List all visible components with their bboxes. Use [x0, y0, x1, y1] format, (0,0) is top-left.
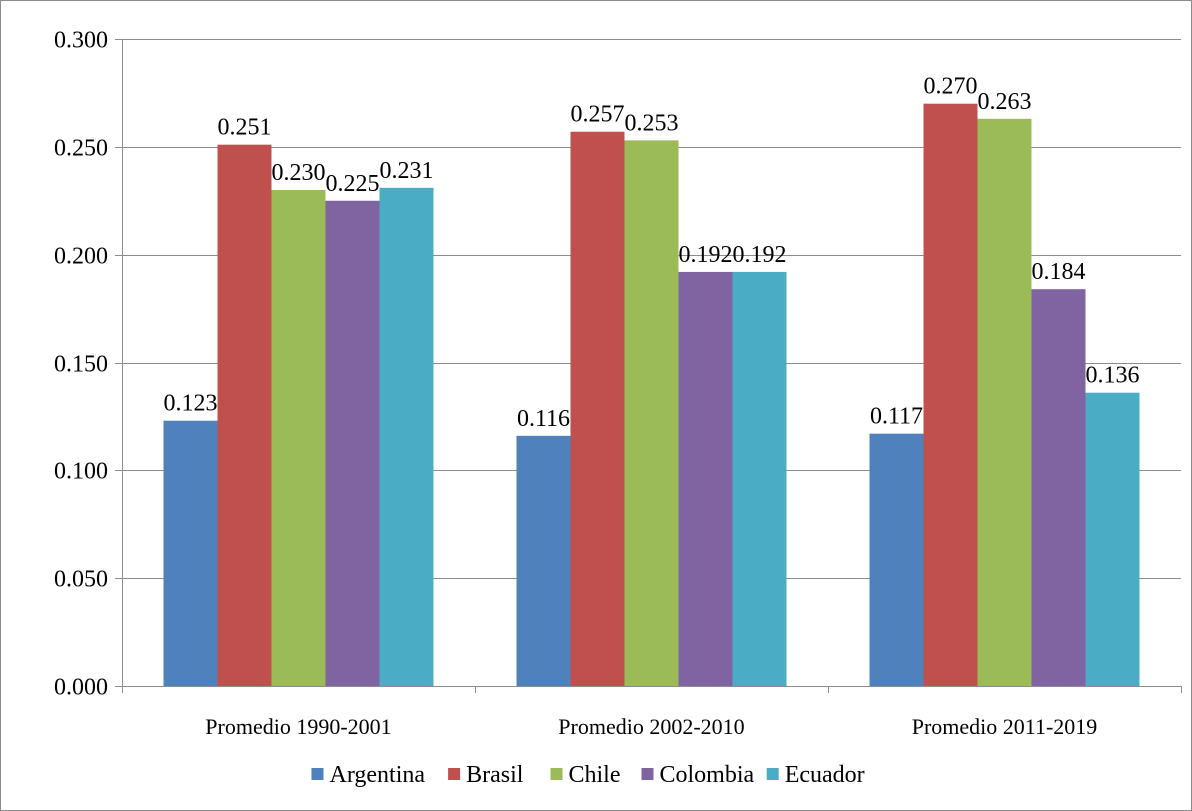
- y-tick-label: 0.250: [54, 136, 108, 162]
- data-label: 0.231: [380, 158, 434, 184]
- data-label: 0.116: [517, 406, 570, 432]
- bar-argentina: [869, 433, 924, 686]
- y-tick-label: 0.300: [54, 28, 108, 54]
- data-label: 0.136: [1086, 363, 1140, 389]
- bar-ecuador: [379, 187, 434, 686]
- legend-swatch-chile: [550, 768, 563, 780]
- data-label: 0.230: [272, 160, 326, 186]
- bar-argentina: [163, 420, 218, 686]
- legend-label: Argentina: [330, 762, 426, 788]
- legend-label: Brasil: [466, 762, 524, 788]
- data-label: 0.225: [326, 171, 380, 197]
- legend-label: Ecuador: [785, 762, 865, 788]
- bars: [163, 103, 1140, 687]
- legend-label: Colombia: [660, 762, 755, 788]
- legend-swatch-argentina: [311, 768, 324, 780]
- data-label: 0.253: [625, 110, 679, 136]
- bar-chile: [624, 140, 679, 686]
- bar-colombia: [1031, 289, 1086, 686]
- data-label: 0.263: [978, 89, 1032, 115]
- y-tick-label: 0.000: [54, 675, 108, 701]
- bar-colombia: [678, 271, 733, 686]
- data-label: 0.117: [870, 404, 923, 430]
- bar-argentina: [516, 435, 571, 686]
- y-tick-label: 0.100: [54, 459, 108, 485]
- x-category-label: Promedio 2011-2019: [912, 714, 1098, 739]
- legend-swatch-ecuador: [766, 768, 779, 780]
- x-category-label: Promedio 2002-2010: [558, 714, 744, 739]
- legend-swatch-colombia: [641, 768, 654, 780]
- bar-ecuador: [732, 271, 787, 686]
- bar-ecuador: [1085, 392, 1140, 686]
- legend: Argentina Brasil Chile Colombia Ecuador: [311, 762, 865, 788]
- y-tick-label: 0.050: [54, 567, 108, 593]
- data-labels: 0.123 0.116 0.117 0.251 0.257 0.270 0.230 0.253…: [164, 74, 1140, 432]
- data-label: 0.251: [218, 115, 272, 141]
- y-tick-label: 0.200: [54, 244, 108, 270]
- data-label: 0.184: [1032, 259, 1086, 285]
- x-category-label: Promedio 1990-2001: [205, 714, 391, 739]
- bar-brasil: [217, 144, 272, 687]
- legend-label: Chile: [569, 762, 621, 788]
- data-label: 0.123: [164, 391, 218, 417]
- bar-chile: [271, 189, 326, 686]
- bar-colombia: [325, 200, 380, 686]
- data-label: 0.192: [733, 242, 787, 268]
- bar-chile: [977, 118, 1032, 686]
- bar-brasil: [923, 103, 978, 686]
- bar-brasil: [570, 131, 625, 686]
- data-label: 0.257: [571, 102, 625, 128]
- legend-swatch-brasil: [448, 768, 461, 780]
- axes: 0.000 0.050 0.100 0.150 0.200 0.250 0.300 Prome…: [54, 28, 1182, 739]
- data-label: 0.270: [924, 74, 978, 100]
- y-tick-label: 0.150: [54, 352, 108, 378]
- data-label: 0.192: [679, 242, 733, 268]
